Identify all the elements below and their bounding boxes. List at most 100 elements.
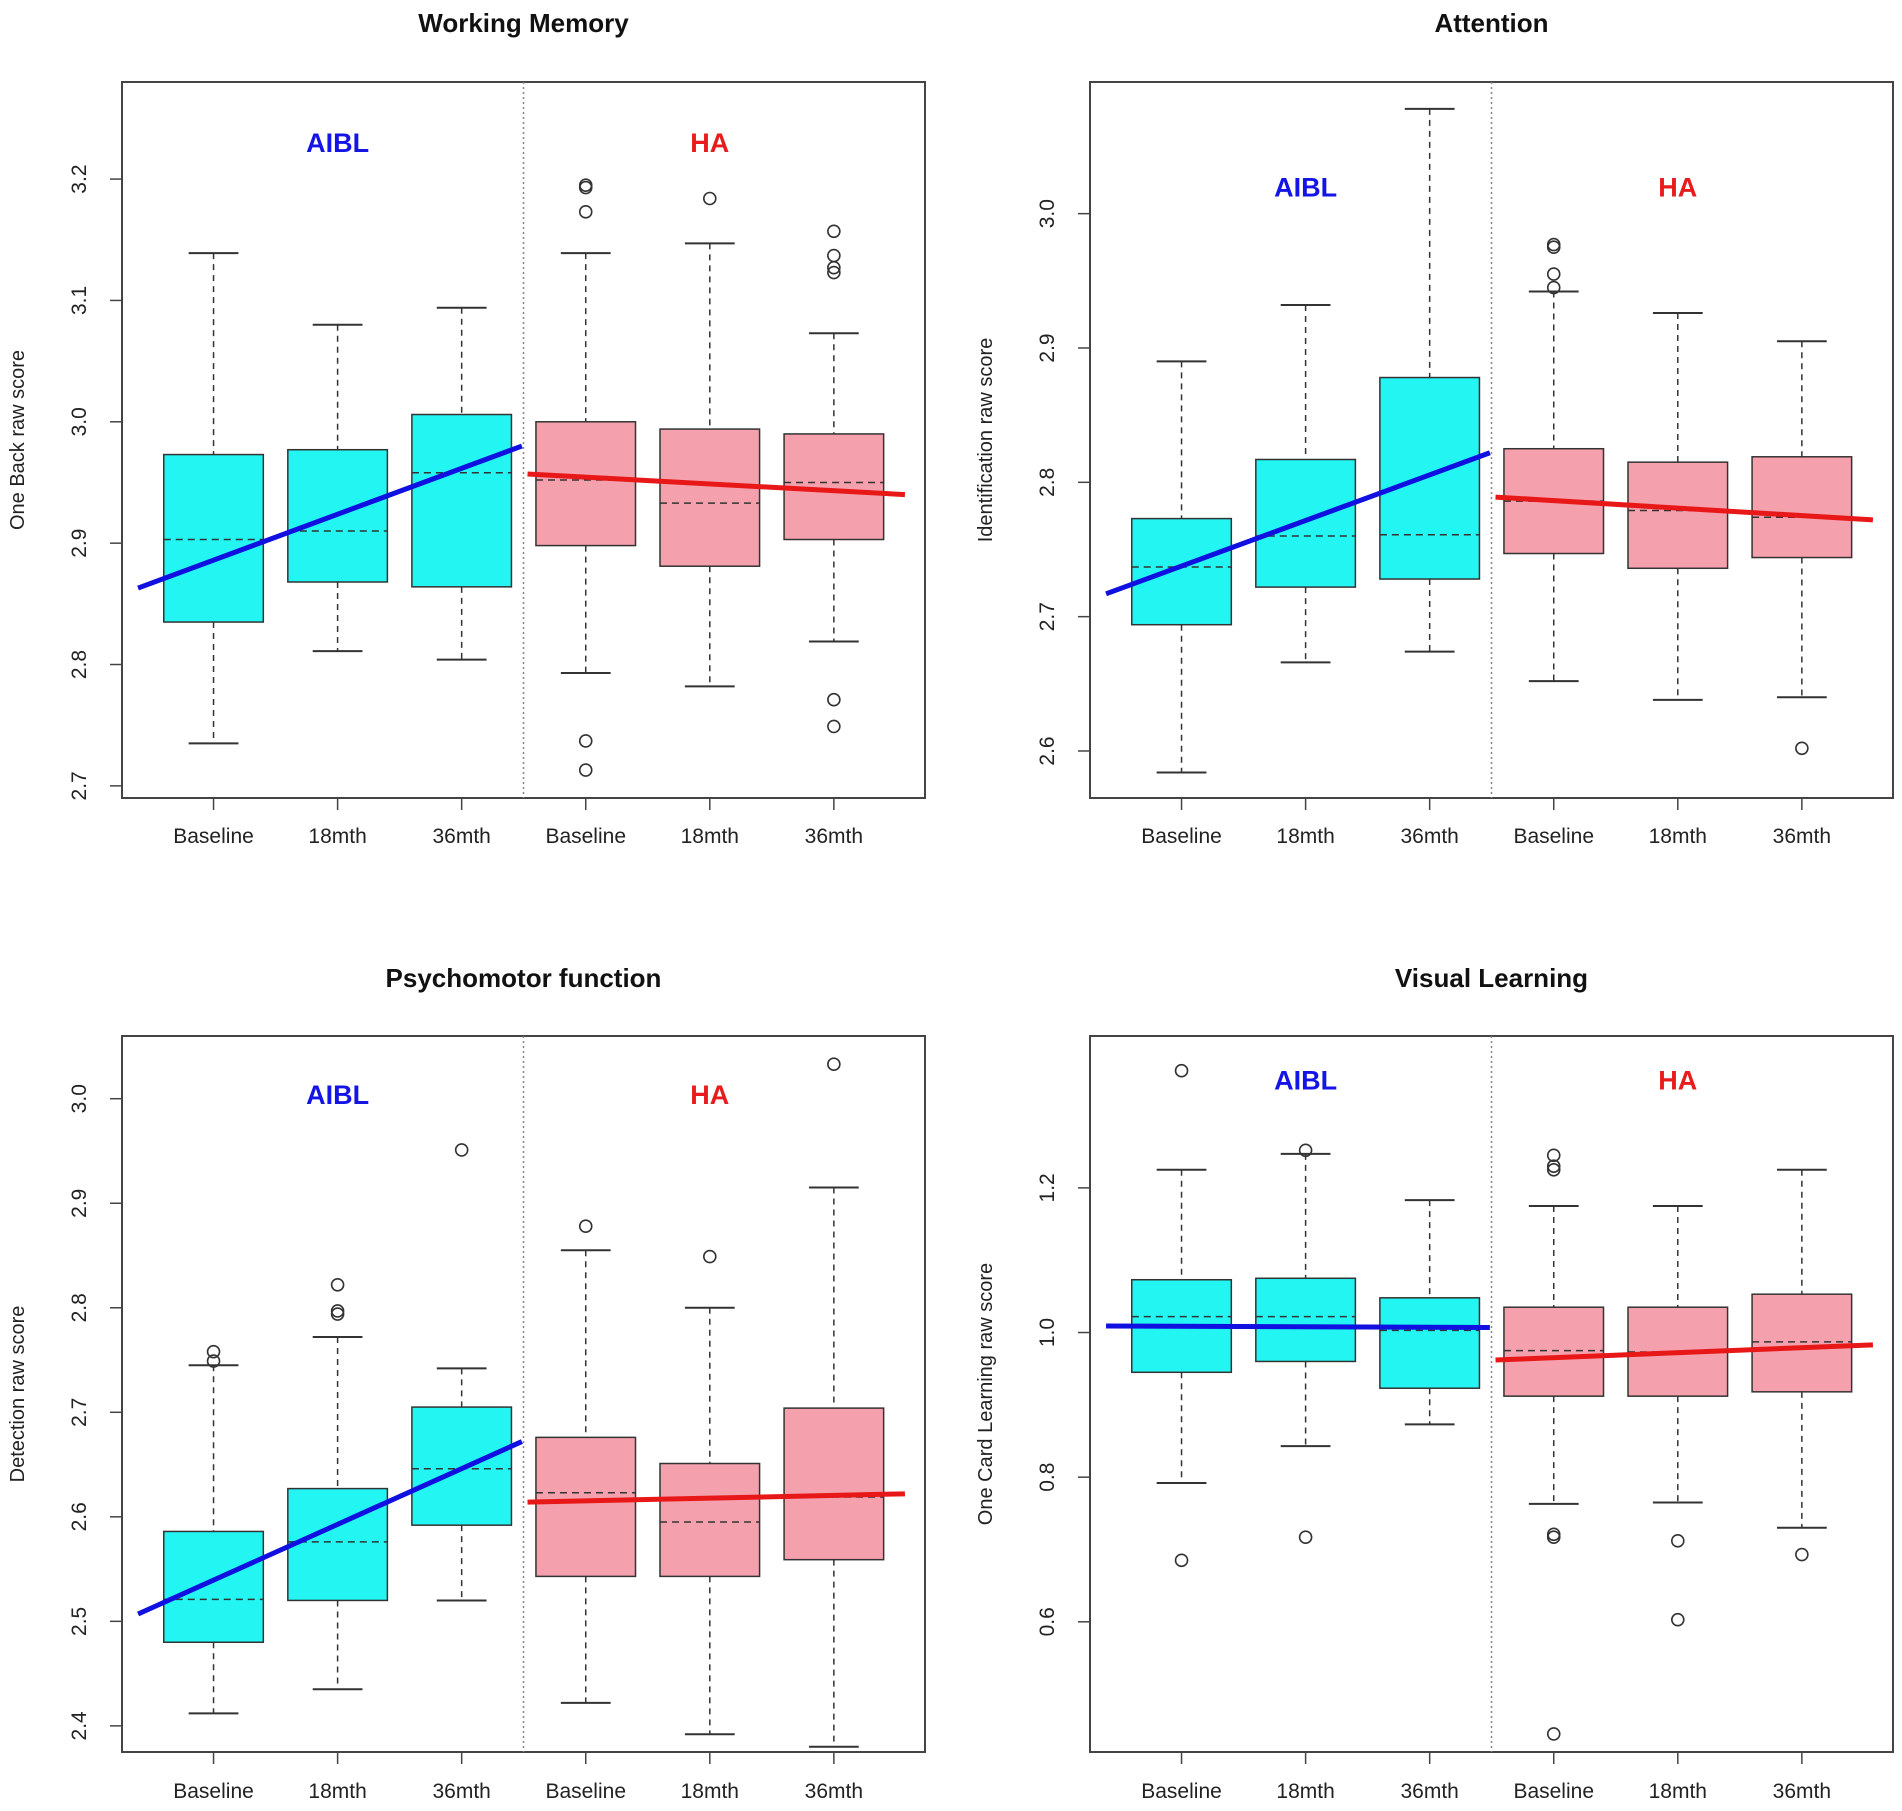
outlier-point [1546, 1162, 1561, 1177]
box-ha-baseline [1503, 1148, 1605, 1741]
box-ha-baseline [535, 1219, 637, 1704]
outlier-point [1546, 1530, 1561, 1544]
y-tick-label: 3.1 [68, 286, 91, 315]
x-tick-label: 36mth [1400, 825, 1458, 848]
outlier-point [827, 265, 841, 280]
x-tick-label: 18mth [308, 825, 366, 848]
y-tick-label: 2.5 [68, 1607, 91, 1636]
outlier-point [827, 1057, 841, 1072]
x-tick-label: Baseline [545, 1780, 626, 1803]
y-tick-label: 1.0 [1036, 1318, 1059, 1347]
box-iqr [1131, 517, 1233, 626]
outlier-point [578, 205, 593, 219]
x-tick-label: 36mth [1773, 1780, 1831, 1803]
box-iqr [1751, 456, 1853, 559]
box-iqr [1255, 1277, 1357, 1363]
y-tick-label: 3.2 [68, 164, 91, 193]
outlier-point [1174, 1063, 1189, 1078]
x-tick-label: 36mth [1400, 1780, 1458, 1803]
box-iqr [535, 1436, 637, 1578]
outlier-point [827, 692, 841, 707]
panel-psychomotor-function: Psychomotor function 2.4 2.5 2.6 2.7 2.8 2.9 3.… [7, 963, 926, 1803]
y-axis-label: One Card Learning raw score [975, 1263, 997, 1525]
plot-frame [1089, 81, 1894, 799]
x-tick-label: 18mth [1649, 1780, 1707, 1803]
trend-line-aibl [1106, 1323, 1490, 1330]
y-tick-label: 0.6 [1036, 1607, 1059, 1636]
outlier-point [1546, 1727, 1561, 1741]
trend-line-aibl [137, 1439, 523, 1617]
x-tick-label: 36mth [432, 1780, 490, 1803]
outlier-point [1298, 1143, 1313, 1158]
box-aibl-36mth [1379, 107, 1481, 653]
x-tick-label: 18mth [1276, 1780, 1334, 1803]
y-tick-label: 0.8 [1036, 1463, 1059, 1492]
outlier-point [1546, 237, 1561, 252]
trend-line-aibl [137, 443, 523, 591]
trend-line-ha [527, 1491, 905, 1505]
x-tick-label: 36mth [805, 825, 863, 848]
group-label-aibl: AIBL [1274, 173, 1337, 203]
outlier-point [827, 248, 841, 263]
outlier-point [1546, 1148, 1561, 1163]
panel-title: Attention [1434, 8, 1548, 38]
box-ha-baseline [1503, 237, 1605, 683]
outlier-point [1546, 267, 1561, 281]
box-ha-36mth [1751, 340, 1853, 756]
box-iqr [1627, 461, 1729, 570]
box-iqr [1751, 1293, 1853, 1393]
x-tick-label: Baseline [173, 1780, 254, 1803]
panel-working-memory: Working Memory 2.7 2.8 2.9 3.0 3.1 3.2 One Back… [7, 8, 926, 848]
box-ha-baseline [535, 178, 637, 777]
box-aibl-baseline [1131, 1063, 1233, 1568]
box-iqr [659, 1462, 761, 1578]
group-label-aibl: AIBL [306, 1080, 369, 1110]
plot-frame [1089, 1035, 1894, 1753]
box-aibl-36mth [1379, 1199, 1481, 1426]
y-tick-label: 2.7 [1036, 602, 1059, 631]
x-tick-label: Baseline [545, 825, 626, 848]
outlier-point [1670, 1534, 1685, 1548]
outlier-point [578, 178, 593, 192]
outlier-point [827, 719, 841, 734]
outlier-point [1795, 741, 1809, 756]
y-tick-label: 2.8 [68, 650, 91, 679]
box-aibl-18mth [1255, 303, 1357, 664]
y-axis-label: One Back raw score [7, 350, 29, 530]
plot-frame [121, 1035, 926, 1753]
x-tick-label: 18mth [308, 1780, 366, 1803]
box-iqr [163, 1530, 265, 1643]
y-tick-label: 3.0 [68, 1084, 91, 1113]
box-ha-18mth [659, 1249, 761, 1736]
y-tick-label: 2.9 [68, 1189, 91, 1218]
trend-line-ha [1495, 494, 1874, 523]
x-tick-label: Baseline [173, 825, 254, 848]
box-ha-18mth [1627, 1204, 1729, 1627]
outlier-point [578, 1219, 593, 1234]
y-tick-label: 2.6 [1036, 736, 1059, 765]
x-tick-label: Baseline [1513, 1780, 1594, 1803]
y-tick-label: 3.0 [1036, 199, 1059, 228]
outlier-point [578, 734, 593, 748]
box-aibl-baseline [163, 1344, 265, 1715]
panel-title: Psychomotor function [386, 963, 662, 993]
box-aibl-18mth [1255, 1143, 1357, 1544]
box-iqr [659, 428, 761, 567]
outlier-point [206, 1344, 221, 1359]
box-iqr [1503, 1306, 1605, 1397]
box-iqr [1379, 376, 1481, 580]
outlier-point [330, 1277, 345, 1292]
box-aibl-36mth [411, 306, 513, 661]
x-tick-label: 18mth [681, 825, 739, 848]
outlier-point [454, 1143, 469, 1157]
trend-line-aibl [1105, 450, 1491, 597]
x-tick-label: 36mth [805, 1780, 863, 1803]
outlier-point [702, 1249, 717, 1264]
box-iqr [1255, 458, 1357, 588]
y-tick-label: 2.7 [68, 771, 91, 800]
panel-title: Working Memory [418, 8, 629, 38]
panel-title: Visual Learning [1395, 963, 1588, 993]
x-tick-label: Baseline [1141, 825, 1222, 848]
outlier-point [1670, 1612, 1685, 1627]
box-iqr [163, 453, 265, 623]
